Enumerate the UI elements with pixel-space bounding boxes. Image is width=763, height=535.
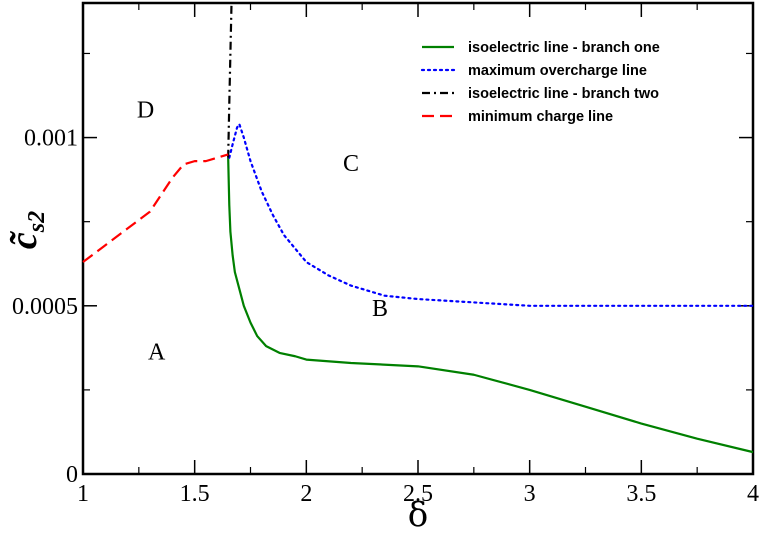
x-axis-label: δ <box>408 495 428 535</box>
legend-label: maximum overcharge line <box>468 63 647 79</box>
y-axis-label-sub: s2 <box>24 211 50 233</box>
ticks-layer: 1 1.5 2 2.5 3 3.5 4 0 0.0005 0.001 <box>12 3 759 507</box>
legend-label: minimum charge line <box>468 109 613 125</box>
region-label-a: A <box>148 340 166 366</box>
region-label-d: D <box>137 97 154 123</box>
y-axis-label: c̃s2 <box>3 211 50 249</box>
series-maximum-overcharge-line <box>228 123 755 307</box>
y-axis-label-main: c̃ <box>3 230 45 249</box>
series-isoelectric-line-branch-one <box>227 157 754 454</box>
series-isoelectric-line-branch-two <box>227 2 233 158</box>
annotation-layer: A B C D <box>137 97 388 365</box>
region-label-c: C <box>343 151 359 177</box>
y-tick-label: 0.0005 <box>12 294 78 320</box>
x-tick-label: 4 <box>747 481 759 507</box>
region-label-b: B <box>372 296 388 322</box>
svg-text:c̃s2: c̃s2 <box>3 211 50 249</box>
plot-frame <box>81 1 755 476</box>
series-layer <box>82 2 755 454</box>
x-tick-label: 1.5 <box>180 481 210 507</box>
y-tick-label: 0 <box>66 462 78 488</box>
legend-label: isoelectric line - branch two <box>468 86 659 102</box>
x-tick-label: 3.5 <box>626 481 656 507</box>
x-tick-label: 2.5 <box>403 481 433 507</box>
x-tick-label: 1 <box>77 481 89 507</box>
series-minimum-charge-line <box>82 153 229 263</box>
x-tick-label: 2 <box>300 481 312 507</box>
legend: isoelectric line - branch one maximum ove… <box>420 40 660 125</box>
x-tick-label: 3 <box>524 481 536 507</box>
y-tick-label: 0.001 <box>24 126 78 152</box>
legend-label: isoelectric line - branch one <box>468 40 660 56</box>
